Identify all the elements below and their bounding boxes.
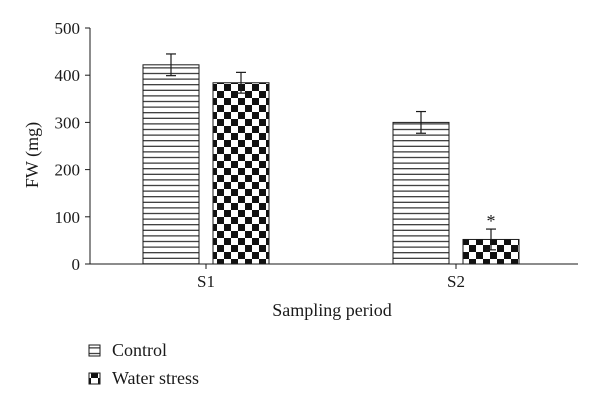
error-bar (236, 71, 246, 94)
error-bar (166, 53, 176, 77)
legend-label: Water stress (112, 368, 199, 388)
x-tick-label: S1 (197, 272, 215, 291)
y-tick-label: 100 (55, 208, 81, 227)
bar-water-stress-s1 (212, 82, 270, 265)
y-axis-title: FW (mg) (22, 122, 43, 188)
y-tick-label: 0 (72, 255, 81, 274)
legend-label: Control (112, 340, 167, 360)
legend: Control Water stress (88, 340, 199, 388)
error-bar (416, 110, 426, 134)
legend-swatch (88, 344, 101, 357)
y-tick-label: 500 (55, 19, 81, 38)
x-ticks: S1 S2 (197, 264, 465, 291)
y-tick-label: 400 (55, 66, 81, 85)
legend-swatch (88, 372, 101, 385)
bar-control-s2 (392, 121, 450, 265)
legend-item-control: Control (88, 340, 167, 360)
legend-item-water-stress: Water stress (88, 368, 199, 388)
bars: * (142, 53, 520, 265)
x-tick-label: S2 (447, 272, 465, 291)
y-tick-label: 300 (55, 113, 81, 132)
error-bar (486, 228, 496, 251)
bar-control-s1 (142, 64, 200, 265)
y-tick-label: 200 (55, 161, 81, 180)
y-ticks: 0 100 200 300 400 500 (55, 19, 90, 274)
significance-annotation: * (487, 211, 496, 231)
x-axis-title: Sampling period (272, 300, 392, 320)
